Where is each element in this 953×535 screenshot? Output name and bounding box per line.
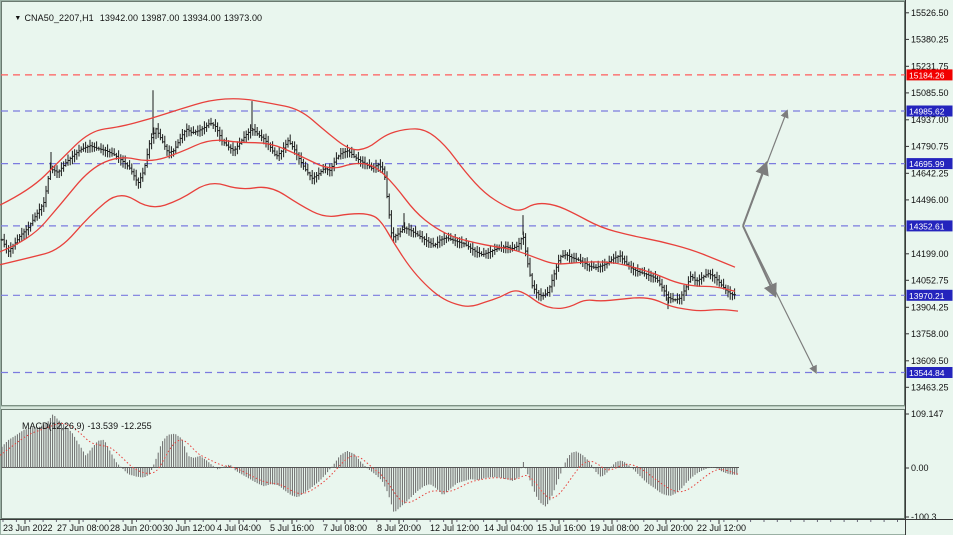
level-price-tag-label: 14695.99 [909,159,945,169]
level-price-tag[interactable] [906,158,953,170]
level-price-tag-label: 14352.61 [909,221,945,231]
level-price-tag-label: 13544.84 [909,368,945,378]
level-price-tag-label: 13970.21 [909,291,945,301]
macd-tick-label: 109.147 [911,409,944,419]
bollinger-lower-band[interactable] [0,182,739,312]
trendline-3[interactable] [742,225,777,298]
macd-pane[interactable] [0,409,905,519]
level-price-tag[interactable] [906,367,953,378]
symbol-timeframe-label: CNA50_2207,H1 [24,13,94,23]
symbol-dropdown-icon[interactable]: ▼ [14,15,22,22]
pane-separator[interactable] [1,406,905,409]
price-tick-label: 14496.00 [911,195,949,205]
time-tick-label: 19 Jul 08:00 [590,523,639,533]
close-value: 13973.00 [223,13,263,23]
macd-tick-label: -100.3 [911,512,937,522]
price-tick-label: 14937.00 [911,115,949,125]
price-levels [1,74,905,374]
macd-main-value: -13.539 [87,421,119,431]
time-tick-label: 7 Jul 08:00 [323,523,367,533]
macd-label: MACD(12,26,9) [22,421,85,431]
price-tick-label: 13609.50 [911,356,949,366]
time-tick-label: 20 Jul 20:00 [644,523,693,533]
price-tick-label: 15380.25 [911,34,949,44]
macd-tick-label: 0.00 [911,463,929,473]
time-tick-label: 4 Jul 04:00 [217,523,261,533]
time-tick-label: 23 Jun 2022 [3,523,53,533]
time-tick-label: 30 Jun 12:00 [163,523,215,533]
price-tick-label: 14642.25 [911,168,949,178]
long-wicks [50,90,669,310]
macd-indicator-header: MACD(12,26,9) -13.539 -12.255 [12,411,155,441]
time-tick-label: 27 Jun 08:00 [57,523,109,533]
main-pane-border [1,1,905,406]
time-tick-label: 5 Jul 16:00 [270,523,314,533]
price-tick-label: 14790.75 [911,141,949,151]
price-tick-label: 15231.75 [911,61,949,71]
level-price-tag[interactable] [906,289,953,301]
price-tick-label: 13758.00 [911,329,949,339]
time-tick-label: 12 Jul 12:00 [430,523,479,533]
level-price-tag[interactable] [906,220,953,232]
price-tick-label: 14199.00 [911,249,949,259]
macd-histogram [1,414,738,512]
price-axis-background [905,0,953,535]
time-tick-label: 22 Jul 12:00 [697,523,746,533]
price-tick-label: 13904.25 [911,302,949,312]
high-value: 13987.00 [141,13,180,23]
time-tick-label: 8 Jul 20:00 [377,523,421,533]
time-tick-label: 28 Jun 20:00 [110,523,162,533]
level-price-tag-label: 14985.62 [909,107,945,117]
candles [0,90,736,310]
chart-ohlc-header: ▼ CNA50_2207,H1 13942.00 13987.00 13934.00 13… [4,3,265,33]
open-value: 13942.00 [99,13,139,23]
trendlines [742,109,817,375]
macd-signal-value: -12.255 [121,421,152,431]
bollinger-upper-band[interactable] [0,98,736,268]
low-value: 13934.00 [182,13,221,23]
level-price-tag-label: 15184.26 [909,70,945,80]
trendline-1[interactable] [742,160,769,227]
bollinger-middle-band[interactable] [0,139,736,292]
price-axis[interactable]: 15526.50 15380.25 15231.75 15085.50 14937.00… [905,0,953,535]
price-tick-label: 15526.50 [911,8,949,18]
time-tick-label: 14 Jul 04:00 [484,523,533,533]
level-price-tag[interactable] [906,105,953,117]
time-axis[interactable]: 23 Jun 2022 27 Jun 08:00 28 Jun 20:00 30 Ju… [0,519,953,534]
level-price-tag[interactable] [906,69,953,81]
price-tick-label: 15085.50 [911,88,949,98]
ohlc-bars [0,117,736,305]
price-tick-label: 13463.25 [911,382,949,392]
price-tick-label: 14052.75 [911,275,949,285]
time-tick-label: 15 Jul 16:00 [537,523,586,533]
main-pane[interactable] [0,1,905,406]
bollinger-bands [0,98,739,312]
